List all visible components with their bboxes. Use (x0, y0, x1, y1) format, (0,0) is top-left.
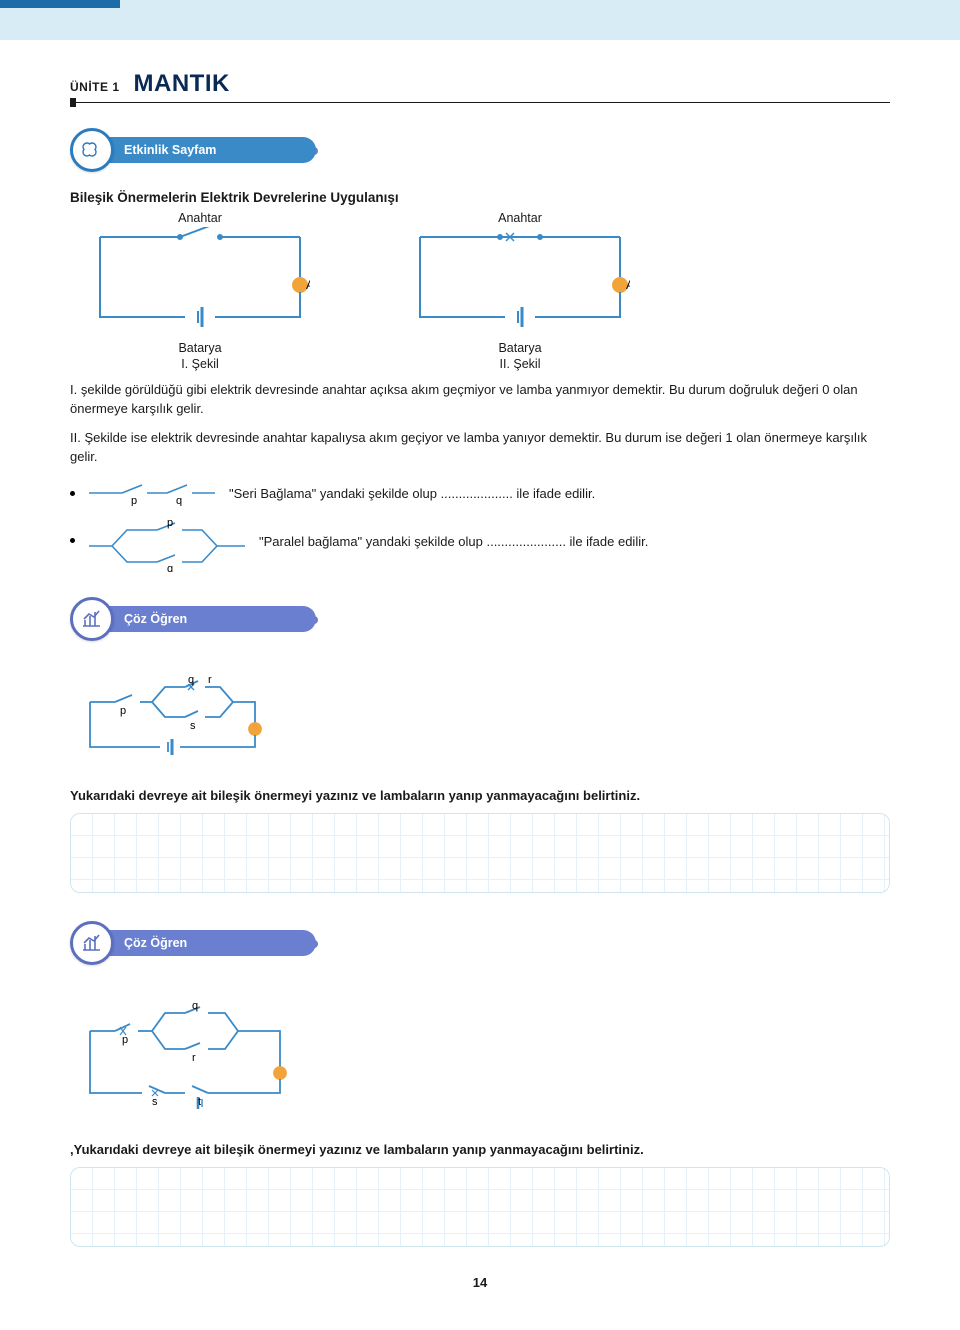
series-text: "Seri Bağlama" yandaki şekilde olup ....… (229, 486, 595, 501)
parallel-text: "Paralel bağlama" yandaki şekilde olup .… (259, 534, 648, 549)
circuit-2-bulb-label: Ampul (626, 278, 630, 292)
paragraph-2: II. Şekilde ise elektrik devresinde anah… (70, 429, 890, 467)
page: ÜNİTE 1 MANTIK Etkinlik Sayfam Bileşik Ö… (0, 0, 960, 1330)
parallel-row: p q "Paralel bağlama" yandaki şekilde ol… (70, 520, 890, 572)
bullet-icon (70, 491, 75, 496)
solve-badge-2: Çöz Öğren (70, 921, 890, 965)
unit-title: MANTIK (134, 70, 230, 98)
circuit-2-bottom-label: Batarya (390, 341, 650, 355)
svg-text:q: q (167, 563, 173, 572)
svg-text:q: q (176, 495, 182, 506)
svg-text:q: q (192, 1000, 198, 1012)
circuit-2-caption: II. Şekil (390, 357, 650, 371)
solve-badge-1-label: Çöz Öğren (124, 612, 187, 626)
exercise-1-circuit: p q r s (80, 667, 290, 757)
circuit-1-top-label: Anahtar (70, 211, 330, 225)
svg-text:p: p (120, 705, 126, 717)
svg-text:p: p (122, 1034, 128, 1046)
paragraph-1: I. şekilde görüldüğü gibi elektrik devre… (70, 381, 890, 419)
svg-text:q: q (188, 674, 194, 686)
activity-badge: Etkinlik Sayfam (70, 128, 890, 172)
answer-grid-1[interactable] (70, 813, 890, 893)
chart-icon (70, 921, 114, 965)
circuit-1-bulb-label: Ampul (306, 278, 310, 292)
page-number: 14 (70, 1275, 890, 1290)
section-title: Bileşik Önermelerin Elektrik Devrelerine… (70, 190, 890, 205)
svg-text:t: t (198, 1096, 201, 1108)
unit-header: ÜNİTE 1 MANTIK (70, 0, 890, 103)
parallel-diagram: p q (87, 520, 247, 572)
circuit-2-top-label: Anahtar (390, 211, 650, 225)
circuit-1-bottom-label: Batarya (70, 341, 330, 355)
chart-icon (70, 597, 114, 641)
svg-text:p: p (167, 520, 173, 529)
circuit-1: Anahtar Ampul (70, 211, 330, 371)
brain-icon (70, 128, 114, 172)
series-row: p q "Seri Bağlama" yandaki şekilde olup … (70, 480, 890, 506)
question-1: Yukarıdaki devreye ait bileşik önermeyi … (70, 788, 890, 803)
circuits-row: Anahtar Ampul (70, 211, 890, 371)
answer-grid-2[interactable] (70, 1167, 890, 1247)
circuit-1-svg: Ampul (90, 227, 310, 337)
circuit-2: Anahtar Ampul (390, 211, 650, 371)
bullet-icon (70, 538, 75, 543)
solve-badge-1: Çöz Öğren (70, 597, 890, 641)
solve-badge-2-label: Çöz Öğren (124, 936, 187, 950)
circuit-1-caption: I. Şekil (70, 357, 330, 371)
svg-text:r: r (192, 1052, 196, 1064)
exercise-2-circuit: p q r s t (80, 991, 310, 1111)
svg-text:s: s (152, 1096, 158, 1108)
circuit-2-svg: Ampul (410, 227, 630, 337)
svg-text:s: s (190, 720, 196, 732)
activity-badge-label: Etkinlik Sayfam (124, 143, 216, 157)
svg-text:r: r (208, 674, 212, 686)
svg-text:p: p (131, 495, 137, 506)
question-2: ,Yukarıdaki devreye ait bileşik önermeyi… (70, 1142, 890, 1157)
series-diagram: p q (87, 480, 217, 506)
unit-label: ÜNİTE 1 (70, 80, 120, 94)
